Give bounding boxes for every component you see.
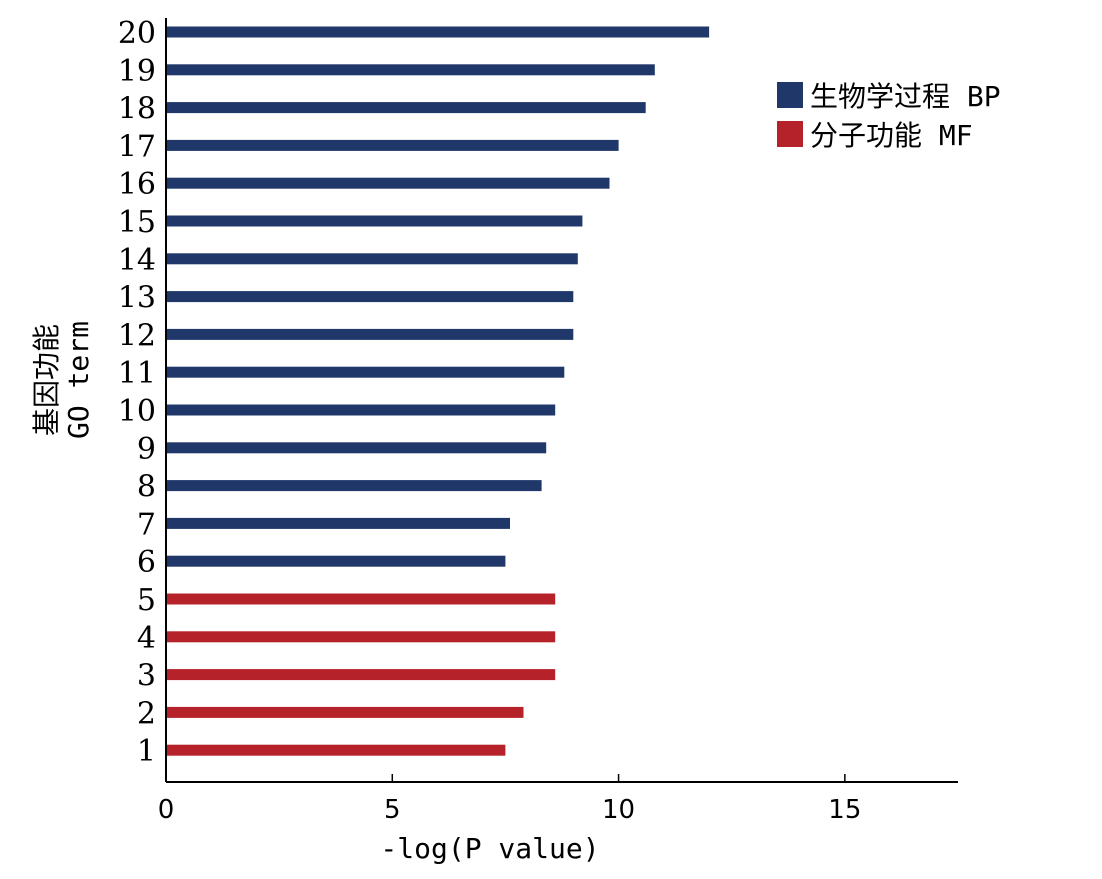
legend-label-MF: 分子功能 MF (810, 119, 973, 152)
y-tick-label-8: 8 (137, 470, 156, 505)
y-tick-label-10: 10 (118, 394, 156, 429)
legend: 生物学过程 BP 分子功能 MF (777, 80, 1001, 152)
y-axis-title: 基因功能 GO term (30, 321, 95, 439)
y-tick-label-14: 14 (118, 243, 156, 278)
x-axis-title: -log(P value) (380, 832, 599, 865)
x-tick-label-0: 0 (158, 795, 175, 825)
bars-layer (166, 26, 710, 756)
y-tick-label-17: 17 (118, 129, 156, 164)
y-tick-label-15: 15 (118, 205, 156, 240)
bar-15 (166, 215, 583, 227)
y-tick-label-1: 1 (137, 734, 156, 769)
bar-18 (166, 102, 646, 114)
bar-16 (166, 177, 610, 189)
x-axis-title-text: -log(P value) (380, 832, 599, 865)
y-tick-label-4: 4 (137, 621, 156, 656)
x-tick-label-15: 15 (828, 795, 861, 825)
bar-9 (166, 442, 547, 454)
y-axis-title-line1: 基因功能 (30, 324, 63, 436)
y-tick-label-20: 20 (118, 16, 156, 51)
bar-17 (166, 139, 619, 151)
bar-1 (166, 744, 506, 756)
bar-19 (166, 64, 655, 76)
y-axis-title-line2: GO term (62, 321, 95, 439)
bar-4 (166, 631, 556, 643)
legend-swatch-BP (777, 82, 803, 108)
y-tick-label-7: 7 (137, 507, 156, 542)
y-tick-label-5: 5 (137, 583, 156, 618)
y-tick-label-3: 3 (137, 659, 156, 694)
x-tick-label-10: 10 (602, 795, 635, 825)
y-tick-label-13: 13 (118, 281, 156, 316)
x-tick-label-5: 5 (384, 795, 401, 825)
bar-13 (166, 291, 574, 303)
x-tick-labels: 0 5 10 15 (158, 774, 861, 825)
bar-12 (166, 328, 574, 340)
legend-swatch-MF (777, 121, 803, 147)
legend-label-BP: 生物学过程 BP (810, 80, 1001, 113)
bar-5 (166, 593, 556, 605)
bar-10 (166, 404, 556, 416)
y-tick-label-16: 16 (118, 167, 156, 202)
y-tick-label-9: 9 (137, 432, 156, 467)
bar-3 (166, 669, 556, 681)
y-tick-label-2: 2 (137, 696, 156, 731)
bar-20 (166, 26, 710, 38)
y-tick-label-18: 18 (118, 92, 156, 127)
y-tick-label-11: 11 (118, 356, 156, 391)
bar-7 (166, 517, 510, 529)
bar-2 (166, 706, 524, 718)
y-tick-label-6: 6 (137, 545, 156, 580)
y-tick-label-12: 12 (118, 318, 156, 353)
bar-14 (166, 253, 578, 265)
bar-11 (166, 366, 565, 378)
bar-6 (166, 555, 506, 567)
bar-8 (166, 480, 542, 492)
y-tick-label-19: 19 (118, 54, 156, 89)
